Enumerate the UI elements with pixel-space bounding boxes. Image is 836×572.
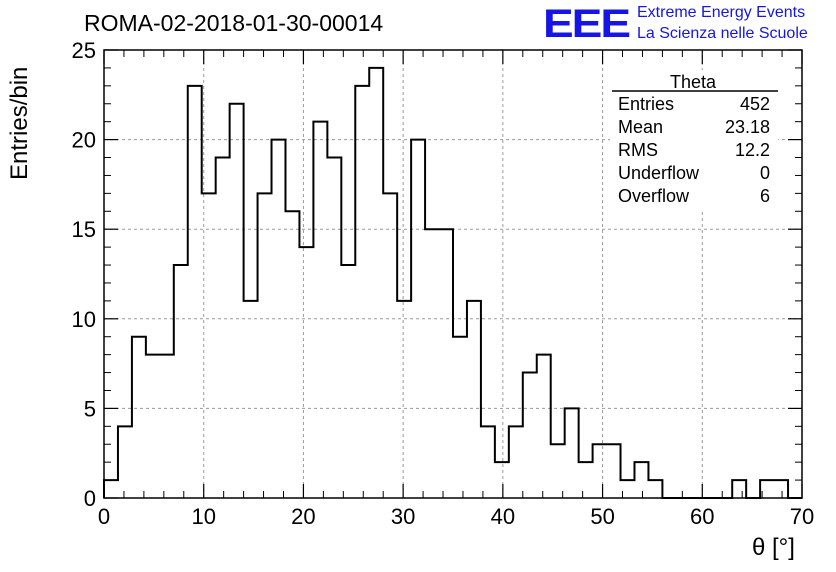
stats-label-entries: Entries (618, 94, 674, 114)
histogram-bin (258, 193, 272, 498)
histogram-bin (132, 337, 146, 498)
histogram-bin (299, 247, 313, 498)
y-tick-labels: 0 5 10 15 20 25 (72, 38, 96, 511)
histogram-bin (523, 373, 537, 498)
logo-subtitle-line2: La Scienza nelle Scuole (637, 25, 808, 42)
histogram-bin (397, 301, 411, 498)
histogram-outline (103, 66, 802, 499)
histogram-bin (439, 229, 453, 498)
y-tick-label: 10 (72, 307, 96, 332)
histogram-bin (634, 462, 648, 498)
stats-value-underflow: 0 (760, 163, 770, 183)
histogram-bin (593, 444, 607, 498)
histogram-bin (565, 408, 579, 498)
histogram-bin (467, 301, 481, 498)
run-title: ROMA-02-2018-01-30-00014 (84, 10, 384, 36)
x-tick-label: 70 (790, 504, 814, 529)
histogram-bin (341, 265, 355, 498)
stats-value-overflow: 6 (760, 186, 770, 206)
histogram-bin (732, 480, 746, 498)
x-tick-label: 10 (191, 504, 215, 529)
y-tick-label: 5 (84, 396, 96, 421)
histogram-bin (774, 480, 788, 498)
stats-label-rms: RMS (618, 140, 658, 160)
x-tick-label: 20 (291, 504, 315, 529)
stats-box: Theta Entries 452 Mean 23.18 RMS 12.2 Un… (610, 70, 778, 210)
stats-value-entries: 452 (740, 94, 770, 114)
histogram-bin (495, 462, 509, 498)
histogram-bin (481, 426, 495, 498)
histogram-bin (313, 122, 327, 498)
histogram-bin (579, 462, 593, 498)
logo-subtitle-line1: Extreme Energy Events (637, 4, 806, 21)
x-tick-label: 30 (391, 504, 415, 529)
histogram-bin (160, 355, 174, 498)
histogram-bin (188, 86, 202, 498)
histogram-bin (369, 68, 383, 498)
histogram-bin (648, 480, 662, 498)
histogram-bin (230, 104, 244, 498)
histogram-bin (537, 355, 551, 498)
histogram-bin (607, 444, 621, 498)
histogram-bin (216, 158, 230, 498)
histogram-bin (355, 86, 369, 498)
eee-logo: EEE (543, 0, 631, 46)
x-tick-label: 60 (690, 504, 714, 529)
histogram-bin (146, 355, 160, 498)
histogram-bin (104, 480, 118, 498)
stats-label-overflow: Overflow (618, 186, 690, 206)
plot-frame (103, 49, 803, 499)
histogram-bin (453, 337, 467, 498)
y-tick-label: 0 (84, 486, 96, 511)
histogram-bin (118, 426, 132, 498)
y-axis-label: Entries/bin (6, 66, 33, 180)
stats-label-underflow: Underflow (618, 163, 700, 183)
y-tick-label: 25 (72, 38, 96, 63)
y-tick-label: 15 (72, 217, 96, 242)
x-tick-labels: 0 10 20 30 40 50 60 70 (98, 504, 814, 529)
x-tick-label: 40 (491, 504, 515, 529)
histogram-bin (425, 229, 439, 498)
x-tick-label: 0 (98, 504, 110, 529)
histogram-bin (174, 265, 188, 498)
histogram-bin (244, 301, 258, 498)
y-tick-label: 20 (72, 128, 96, 153)
histogram-bin (285, 211, 299, 498)
stats-title: Theta (670, 72, 717, 92)
stats-value-mean: 23.18 (725, 117, 770, 137)
histogram-bin (551, 444, 565, 498)
stats-value-rms: 12.2 (735, 140, 770, 160)
axis-ticks (103, 49, 803, 499)
x-tick-label: 50 (590, 504, 614, 529)
histogram-bin (327, 158, 341, 498)
histogram-bin (383, 193, 397, 498)
x-axis-label: θ [°] (752, 534, 795, 561)
histogram-bin (509, 426, 523, 498)
stats-label-mean: Mean (618, 117, 663, 137)
